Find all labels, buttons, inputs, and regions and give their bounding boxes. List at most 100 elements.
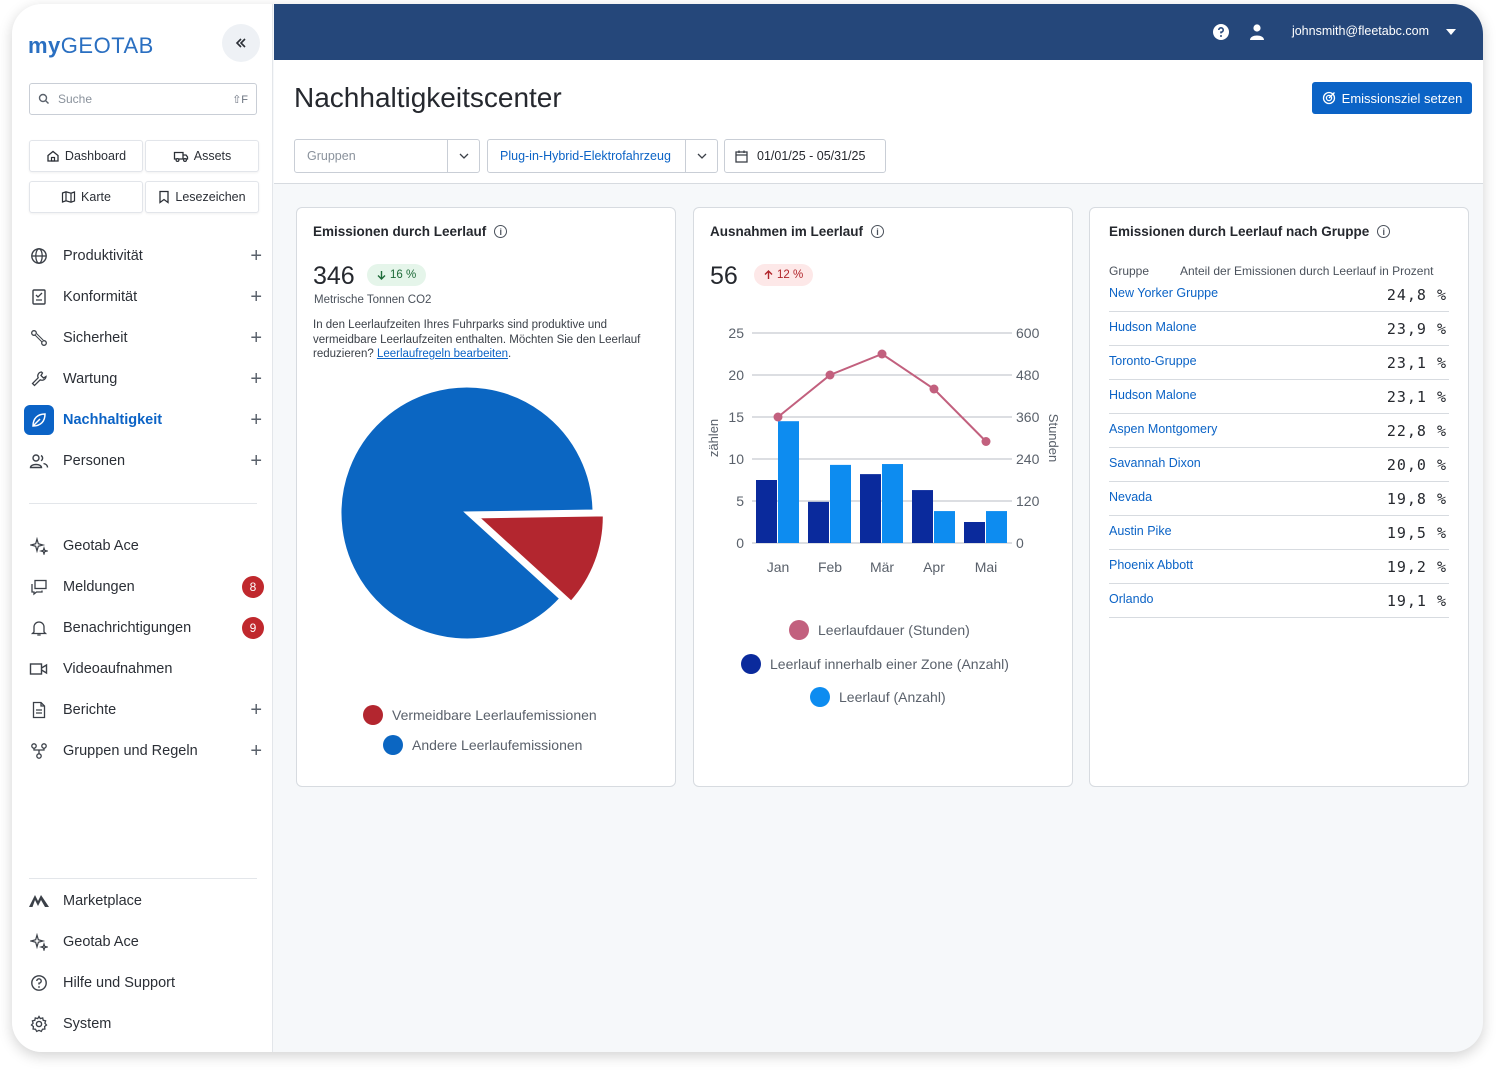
vehicle-type-select[interactable]: Plug-in-Hybrid-Elektrofahrzeug <box>487 139 718 173</box>
expand-plus-icon[interactable]: + <box>250 285 262 308</box>
nav-item-people[interactable]: Personen + <box>24 444 264 478</box>
group-share-value: 19,2 % <box>1386 558 1447 576</box>
column-header-share[interactable]: Anteil der Emissionen durch Leerlauf in … <box>1180 264 1434 278</box>
sparkle-icon <box>30 537 48 555</box>
nav-item-marketplace[interactable]: Marketplace <box>24 884 264 918</box>
quick-link-bookmarks[interactable]: Lesezeichen <box>145 181 259 213</box>
expand-plus-icon[interactable]: + <box>250 449 262 472</box>
clipboard-icon <box>32 289 46 305</box>
calendar-icon <box>735 150 748 163</box>
y-axis-label: zählen <box>706 419 721 457</box>
column-header-group[interactable]: Gruppe <box>1109 264 1150 278</box>
kpi-value: 56 <box>710 262 738 290</box>
legend-item-other: Andere Leerlaufemissionen <box>383 735 582 755</box>
nav-item-help[interactable]: Hilfe und Support <box>24 966 264 1000</box>
info-icon[interactable]: i <box>871 225 885 238</box>
user-icon[interactable] <box>1249 23 1265 41</box>
group-name-link[interactable]: Hudson Malone <box>1109 320 1197 334</box>
emissions-by-group-card: Emissionen durch Leerlauf nach Gruppe i G… <box>1089 207 1469 787</box>
group-name-link[interactable]: Aspen Montgomery <box>1109 422 1218 436</box>
table-row: Savannah Dixon 20,0 % <box>1109 448 1449 482</box>
group-share-value: 19,8 % <box>1386 490 1447 508</box>
group-name-link[interactable]: Savannah Dixon <box>1109 456 1201 470</box>
search-input[interactable]: Suche ⇧F <box>29 83 257 115</box>
nav-item-productivity[interactable]: Produktivität + <box>24 239 264 273</box>
card-title: Ausnahmen im Leerlauf i <box>710 224 885 239</box>
expand-plus-icon[interactable]: + <box>250 326 262 349</box>
line-point <box>929 384 939 394</box>
bar-zone-count <box>860 474 881 543</box>
logo[interactable]: myGEOTAB <box>28 33 154 58</box>
y-tick-label: 0 <box>736 535 744 551</box>
group-name-link[interactable]: Nevada <box>1109 490 1153 504</box>
group-name-link[interactable]: Austin Pike <box>1109 524 1172 538</box>
nav-item-maintenance[interactable]: Wartung + <box>24 362 264 396</box>
nav-item-geotab-ace[interactable]: Geotab Ace <box>24 529 264 563</box>
change-chip: 16 % <box>367 264 427 286</box>
nav-item-notifications[interactable]: Benachrichtigungen 9 <box>24 611 264 645</box>
bar-count <box>986 511 1007 543</box>
quick-link-assets[interactable]: Assets <box>145 140 259 172</box>
nav-item-system[interactable]: System <box>24 1007 264 1041</box>
y2-axis-label: Stunden <box>1046 414 1061 462</box>
legend-item-duration: Leerlaufdauer (Stunden) <box>789 620 970 640</box>
card-title: Emissionen durch Leerlauf nach Gruppe i <box>1109 224 1391 239</box>
group-share-value: 20,0 % <box>1386 456 1447 474</box>
expand-plus-icon[interactable]: + <box>250 408 262 431</box>
pie-slice-avoidable <box>473 513 606 605</box>
legend-swatch <box>789 620 809 640</box>
nav-item-safety[interactable]: Sicherheit + <box>24 321 264 355</box>
chevron-down-icon <box>697 153 706 159</box>
date-range-picker[interactable]: 01/01/25 - 05/31/25 <box>724 139 886 173</box>
nav-item-geotab-ace-footer[interactable]: Geotab Ace <box>24 925 264 959</box>
app-window: myGEOTAB Suche ⇧F Dashboard Assets Karte… <box>12 4 1483 1052</box>
card-title: Emissionen durch Leerlauf i <box>313 224 508 239</box>
expand-plus-icon[interactable]: + <box>250 367 262 390</box>
collapse-sidebar-button[interactable] <box>222 24 260 62</box>
change-chip: 12 % <box>754 264 814 286</box>
bar-zone-count <box>964 522 985 543</box>
idle-emissions-card: Emissionen durch Leerlauf i 346 16 % Metr… <box>296 207 676 787</box>
arrow-up-icon <box>764 270 773 279</box>
expand-plus-icon[interactable]: + <box>250 698 262 721</box>
quick-link-map[interactable]: Karte <box>29 181 143 213</box>
nav-item-sustainability[interactable]: Nachhaltigkeit + <box>24 403 264 437</box>
nav-item-messages[interactable]: Meldungen 8 <box>24 570 264 604</box>
kpi-value: 346 <box>313 262 355 290</box>
edit-idle-rules-link[interactable]: Leerlaufregeln bearbeiten <box>376 348 509 360</box>
info-icon[interactable]: i <box>494 225 508 238</box>
quick-link-dashboard[interactable]: Dashboard <box>29 140 143 172</box>
home-icon <box>47 150 59 162</box>
group-name-link[interactable]: Hudson Malone <box>1109 388 1197 402</box>
group-name-link[interactable]: New Yorker Gruppe <box>1109 286 1219 300</box>
table-row: New Yorker Gruppe 24,8 % <box>1109 278 1449 312</box>
set-emission-goal-button[interactable]: Emissionsziel setzen <box>1312 82 1472 114</box>
group-name-link[interactable]: Toronto-Gruppe <box>1109 354 1197 368</box>
help-icon <box>31 975 47 991</box>
expand-plus-icon[interactable]: + <box>250 739 262 762</box>
pie-slice-other <box>338 384 596 642</box>
group-share-value: 23,1 % <box>1386 354 1447 372</box>
nav-item-groups-rules[interactable]: Gruppen und Regeln + <box>24 734 264 768</box>
help-circle-icon[interactable] <box>1212 23 1230 41</box>
legend-item-avoidable: Vermeidbare Leerlaufemissionen <box>363 705 597 725</box>
nav-item-reports[interactable]: Berichte + <box>24 693 264 727</box>
y2-tick-label: 600 <box>1016 325 1040 341</box>
legend-swatch <box>383 735 403 755</box>
marketplace-icon <box>29 895 49 907</box>
bar-count <box>778 421 799 543</box>
route-icon <box>31 330 47 346</box>
nav-item-compliance[interactable]: Konformität + <box>24 280 264 314</box>
y2-tick-label: 120 <box>1016 493 1040 509</box>
user-email[interactable]: johnsmith@fleetabc.com <box>1291 24 1429 38</box>
info-icon[interactable]: i <box>1377 225 1391 238</box>
y-tick-label: 15 <box>728 409 744 425</box>
groups-select[interactable]: Gruppen <box>294 139 480 173</box>
caret-down-icon[interactable] <box>1446 29 1456 36</box>
arrow-down-icon <box>377 271 386 280</box>
nav-item-video[interactable]: Videoaufnahmen <box>24 652 264 686</box>
legend-swatch <box>810 687 830 707</box>
expand-plus-icon[interactable]: + <box>250 244 262 267</box>
group-name-link[interactable]: Orlando <box>1109 592 1154 606</box>
group-name-link[interactable]: Phoenix Abbott <box>1109 558 1194 572</box>
